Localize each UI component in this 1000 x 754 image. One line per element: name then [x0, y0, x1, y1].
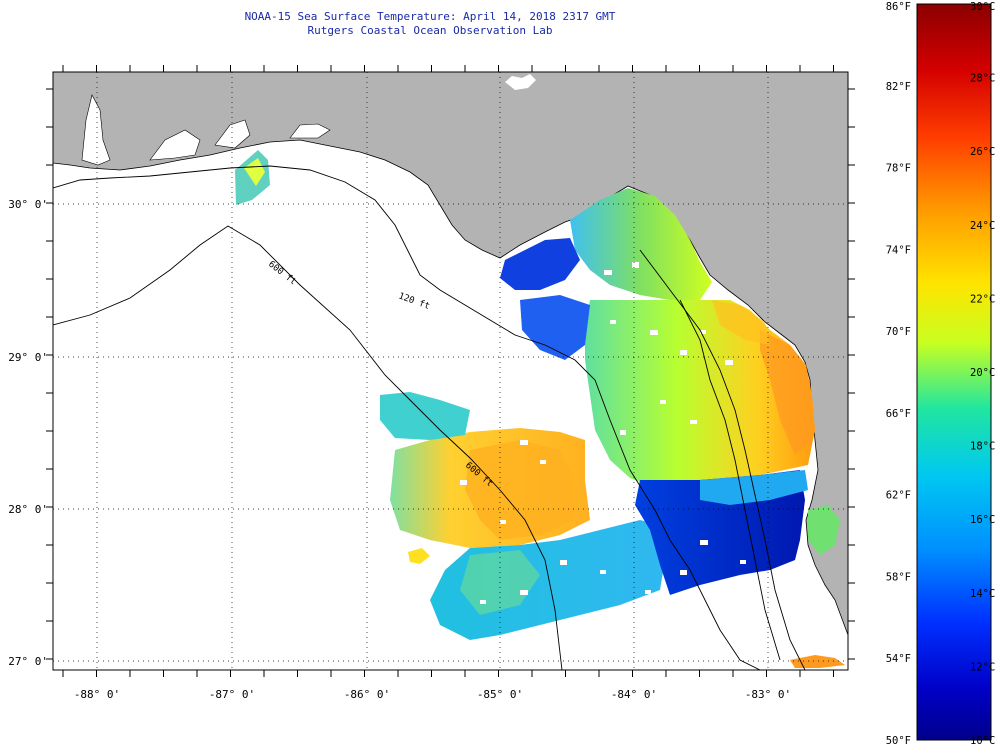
- celsius-label: 14°C: [970, 588, 995, 600]
- bay: [289, 123, 331, 139]
- fahrenheit-label: 58°F: [886, 571, 911, 583]
- fahrenheit-label: 74°F: [886, 244, 911, 256]
- celsius-label: 26°C: [970, 146, 995, 158]
- celsius-label: 18°C: [970, 441, 995, 453]
- color-scale-bar: [916, 3, 992, 741]
- celsius-label: 22°C: [970, 293, 995, 305]
- celsius-label: 16°C: [970, 514, 995, 526]
- fahrenheit-label: 86°F: [886, 1, 911, 13]
- bay: [81, 94, 111, 166]
- fahrenheit-label: 54°F: [886, 653, 911, 665]
- celsius-label: 10°C: [970, 735, 995, 747]
- celsius-label: 12°C: [970, 661, 995, 673]
- fahrenheit-label: 62°F: [886, 490, 911, 502]
- celsius-label: 28°C: [970, 73, 995, 85]
- celsius-scale: 30°C 28°C 26°C 24°C 22°C 20°C 18°C 16°C 14°C 12°C…: [970, 1, 995, 747]
- lat-label: 29° 0': [8, 351, 48, 364]
- map-title: NOAA-15 Sea Surface Temperature: April 1…: [244, 10, 616, 23]
- lon-label: -86° 0': [344, 688, 390, 701]
- celsius-label: 20°C: [970, 367, 995, 379]
- cloud-mask-pixels: [460, 262, 746, 604]
- fahrenheit-label: 50°F: [886, 735, 911, 747]
- lon-label: -85° 0': [477, 688, 523, 701]
- axis-ticks: [46, 65, 855, 677]
- lon-label: -88° 0': [74, 688, 120, 701]
- fahrenheit-scale: 86°F 82°F 78°F 74°F 70°F 66°F 62°F 58°F 54°F 50°F: [886, 1, 911, 747]
- lat-label: 27° 0': [8, 655, 48, 668]
- fahrenheit-label: 78°F: [886, 163, 911, 175]
- map-frame: [52, 71, 849, 671]
- sst-data-layer: [235, 150, 845, 668]
- bathymetry-contours: [53, 165, 806, 670]
- lake: [505, 74, 536, 90]
- lat-label: 30° 0': [8, 198, 48, 211]
- map-subtitle: Rutgers Coastal Ocean Observation Lab: [307, 24, 553, 37]
- celsius-label: 30°C: [970, 1, 995, 13]
- celsius-label: 24°C: [970, 220, 995, 232]
- bay: [149, 129, 201, 161]
- lon-label: -83° 0': [745, 688, 791, 701]
- lat-label: 28° 0': [8, 503, 48, 516]
- lon-label: -87° 0': [209, 688, 255, 701]
- fahrenheit-label: 66°F: [886, 408, 911, 420]
- fahrenheit-label: 70°F: [886, 326, 911, 338]
- fahrenheit-label: 82°F: [886, 81, 911, 93]
- lon-label: -84° 0': [611, 688, 657, 701]
- map-canvas: 600 ft 120 ft 600 ft: [53, 72, 848, 670]
